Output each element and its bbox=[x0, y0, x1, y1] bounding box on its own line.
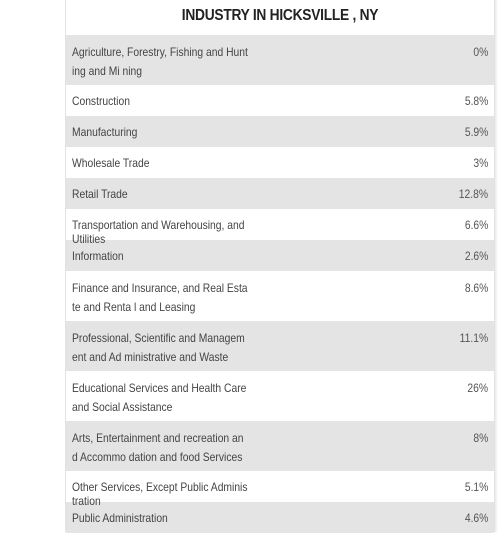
row-label: Construction bbox=[72, 94, 130, 108]
row-label: Wholesale Trade bbox=[72, 156, 150, 170]
row-label: Manufacturing bbox=[72, 125, 138, 139]
row-label: Retail Trade bbox=[72, 187, 128, 201]
card-title: INDUSTRY IN HICKSVILLE , NY bbox=[181, 7, 379, 24]
row-value: 26% bbox=[467, 381, 488, 395]
row-value: 2.6% bbox=[464, 249, 488, 263]
industry-card: INDUSTRY IN HICKSVILLE , NY Agriculture,… bbox=[65, 0, 495, 533]
row-label: Other Services, Except Public Administra… bbox=[72, 480, 248, 508]
table-row: Retail Trade 12.8% bbox=[66, 178, 494, 209]
table-row: Manufacturing 5.9% bbox=[66, 116, 494, 147]
table-row: Professional, Scientific and Management … bbox=[66, 321, 494, 371]
row-label: Educational Services and Health Care and… bbox=[72, 381, 247, 414]
row-label: Arts, Entertainment and recreation and A… bbox=[72, 431, 244, 464]
row-value: 5.8% bbox=[464, 94, 488, 108]
row-value: 5.1% bbox=[464, 480, 488, 494]
table-row: Transportation and Warehousing, and Util… bbox=[66, 209, 494, 246]
row-label: Public Administration bbox=[72, 511, 168, 525]
row-label: Transportation and Warehousing, and Util… bbox=[72, 218, 245, 246]
card-shadow bbox=[495, 0, 498, 532]
row-value: 3% bbox=[473, 156, 488, 170]
table-row: Finance and Insurance, and Real Estate a… bbox=[66, 271, 494, 321]
row-value: 11.1% bbox=[459, 331, 488, 345]
row-label: Agriculture, Forestry, Fishing and Hunti… bbox=[72, 45, 248, 78]
row-value: 4.6% bbox=[464, 511, 488, 525]
table-row: Educational Services and Health Care and… bbox=[66, 371, 494, 421]
table-row: Other Services, Except Public Administra… bbox=[66, 471, 494, 508]
row-value: 5.9% bbox=[464, 125, 488, 139]
row-value: 8.6% bbox=[464, 281, 488, 295]
table-row: Public Administration 4.6% bbox=[66, 502, 494, 533]
row-label: Professional, Scientific and Management … bbox=[72, 331, 245, 364]
table-row: Arts, Entertainment and recreation and A… bbox=[66, 421, 494, 471]
table-row: Information 2.6% bbox=[66, 240, 494, 271]
row-value: 8% bbox=[473, 431, 488, 445]
table-row: Wholesale Trade 3% bbox=[66, 147, 494, 178]
row-label: Finance and Insurance, and Real Estate a… bbox=[72, 281, 248, 314]
row-value: 12.8% bbox=[458, 187, 488, 201]
row-label: Information bbox=[72, 249, 124, 263]
table-row: Construction 5.8% bbox=[66, 85, 494, 116]
industry-table: Agriculture, Forestry, Fishing and Hunti… bbox=[66, 35, 494, 533]
row-value: 0% bbox=[473, 45, 488, 59]
table-row: Agriculture, Forestry, Fishing and Hunti… bbox=[66, 35, 494, 85]
row-value: 6.6% bbox=[464, 218, 488, 232]
